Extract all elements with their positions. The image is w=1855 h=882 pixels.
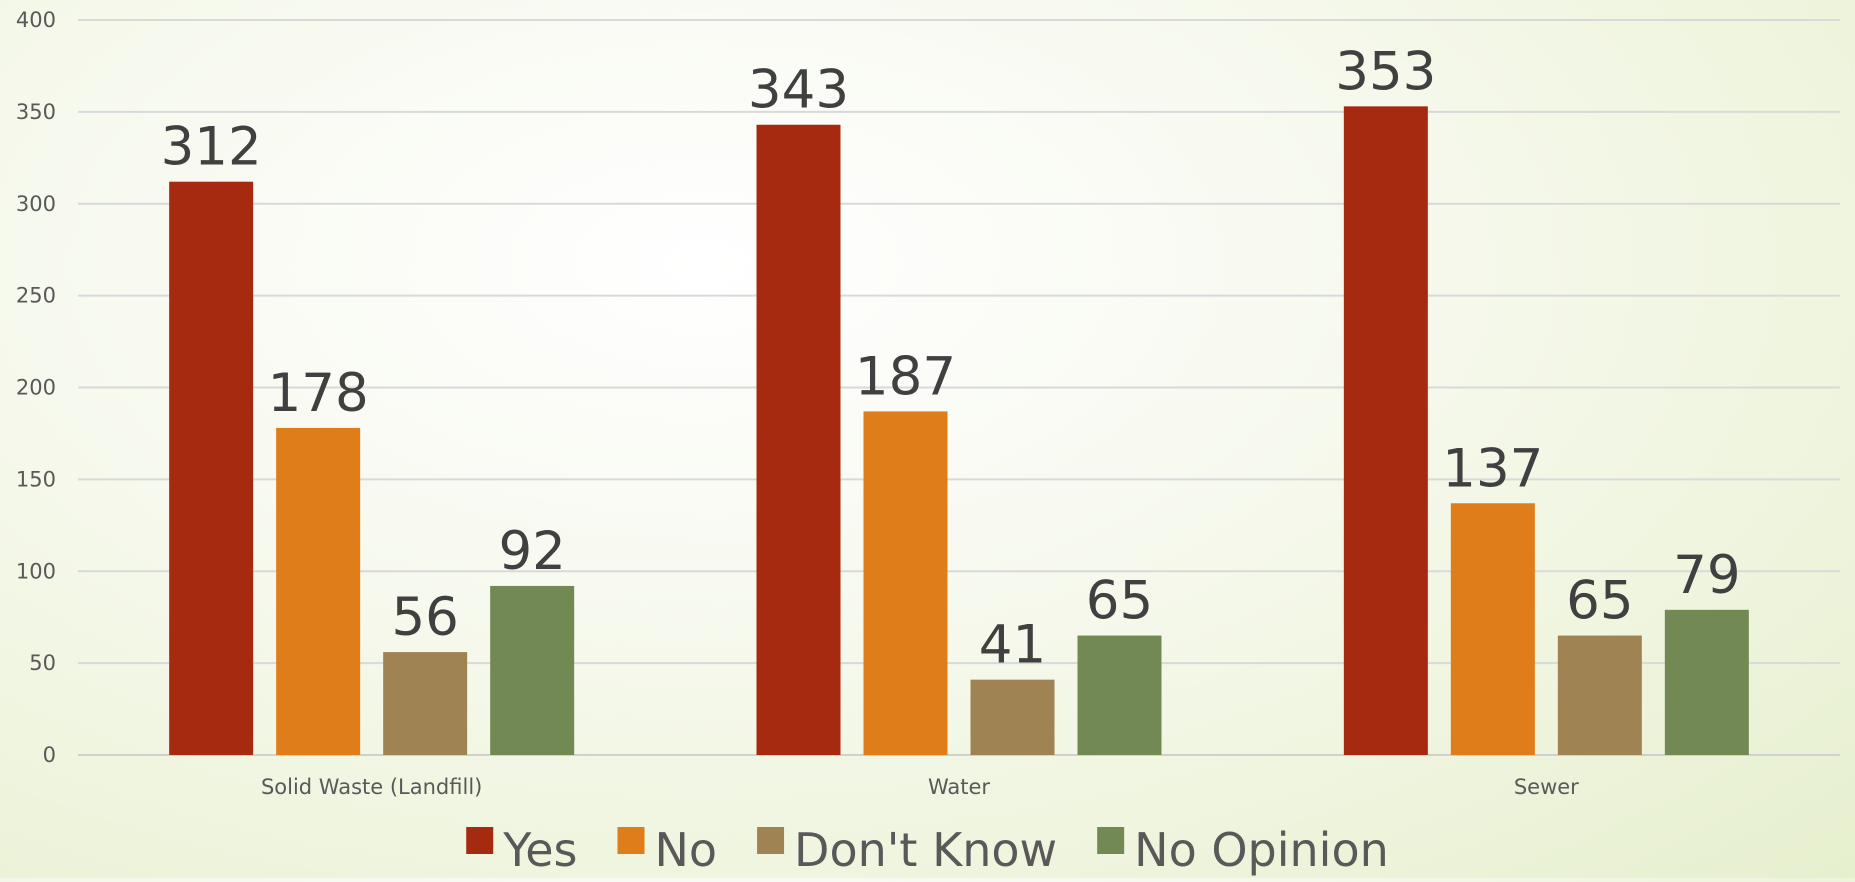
bar-don-t-know bbox=[383, 652, 468, 755]
x-axis-category-labels: Solid Waste (Landfill) Water Sewer bbox=[261, 775, 1579, 799]
bar-no-opinion bbox=[490, 585, 575, 755]
legend-label: Yes bbox=[502, 823, 577, 877]
bar-no bbox=[276, 427, 361, 755]
bars bbox=[169, 106, 1749, 756]
data-label: 56 bbox=[391, 587, 458, 648]
data-label: 343 bbox=[748, 60, 849, 121]
legend-label: Don't Know bbox=[794, 823, 1057, 877]
x-category-label: Sewer bbox=[1514, 775, 1579, 799]
y-tick-label: 100 bbox=[16, 559, 56, 583]
y-tick-label: 400 bbox=[16, 8, 56, 32]
legend-label: No Opinion bbox=[1134, 823, 1389, 877]
bar-no-opinion bbox=[1077, 635, 1162, 755]
legend: Yes No Don't Know No Opinion bbox=[466, 823, 1389, 877]
y-tick-label: 250 bbox=[16, 284, 56, 308]
data-label: 79 bbox=[1673, 545, 1740, 606]
legend-item-yes: Yes bbox=[466, 823, 577, 877]
data-labels: 312 178 56 92 343 187 41 65 353 137 65 79 bbox=[161, 41, 1741, 675]
data-label: 65 bbox=[1566, 571, 1633, 632]
data-label: 41 bbox=[979, 615, 1046, 676]
bar-no bbox=[1450, 503, 1535, 755]
data-label: 353 bbox=[1335, 41, 1436, 102]
legend-swatch bbox=[757, 827, 785, 854]
y-tick-label: 50 bbox=[29, 651, 56, 675]
gridlines bbox=[78, 19, 1840, 756]
y-axis-tick-labels: 0 50 100 150 200 250 300 350 400 bbox=[16, 8, 56, 767]
bar-no-opinion bbox=[1664, 609, 1749, 755]
x-category-label: Water bbox=[928, 775, 990, 799]
bar-don-t-know bbox=[1557, 635, 1642, 755]
data-label: 178 bbox=[268, 363, 369, 424]
x-category-label: Solid Waste (Landfill) bbox=[261, 775, 482, 799]
data-label: 65 bbox=[1086, 571, 1153, 632]
legend-item-no: No bbox=[617, 823, 717, 877]
data-label: 137 bbox=[1442, 438, 1543, 499]
legend-swatch bbox=[466, 827, 494, 854]
legend-swatch bbox=[1097, 827, 1125, 854]
y-tick-label: 200 bbox=[16, 376, 56, 400]
bar-yes bbox=[1343, 106, 1428, 756]
bar-no bbox=[863, 411, 948, 755]
bar-don-t-know bbox=[970, 679, 1055, 755]
y-tick-label: 150 bbox=[16, 467, 56, 491]
y-tick-label: 350 bbox=[16, 100, 56, 124]
y-tick-label: 0 bbox=[43, 743, 56, 767]
bar-yes bbox=[169, 181, 254, 755]
data-label: 187 bbox=[855, 346, 956, 407]
legend-label: No bbox=[654, 823, 717, 877]
data-label: 92 bbox=[498, 521, 565, 582]
legend-item-don-t-know: Don't Know bbox=[757, 823, 1057, 877]
legend-swatch bbox=[617, 827, 645, 854]
legend-item-no-opinion: No Opinion bbox=[1097, 823, 1389, 877]
data-label: 312 bbox=[161, 117, 262, 178]
bar-yes bbox=[756, 124, 841, 756]
y-tick-label: 300 bbox=[16, 192, 56, 216]
